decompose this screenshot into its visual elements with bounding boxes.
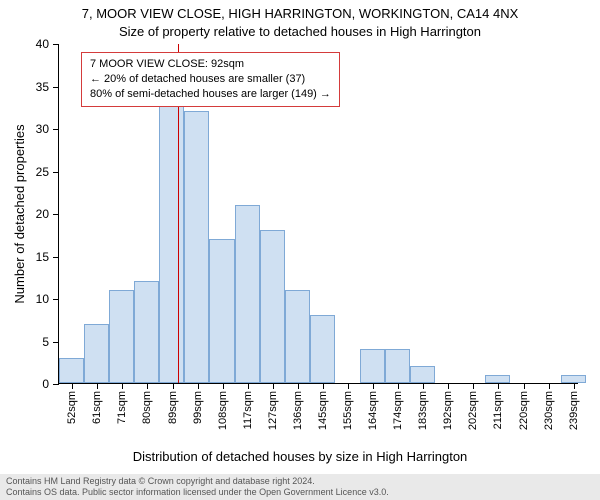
x-tick [348,383,349,389]
footer-line-1: Contains HM Land Registry data © Crown c… [6,476,594,487]
histogram-bar [184,111,209,383]
x-tick [173,383,174,389]
y-tick-label: 35 [36,80,49,94]
x-tick-label: 99sqm [192,391,204,424]
x-tick-label: 117sqm [242,391,254,429]
y-tick [53,172,59,173]
x-tick [97,383,98,389]
x-tick [198,383,199,389]
x-tick-label: 239sqm [568,391,580,430]
x-tick-label: 174sqm [392,391,404,430]
histogram-bar [159,86,184,384]
x-tick [323,383,324,389]
x-tick-label: 183sqm [417,391,429,430]
x-tick-label: 211sqm [492,391,504,429]
annotation-line-2: ← 20% of detached houses are smaller (37… [90,72,331,87]
x-axis-label: Distribution of detached houses by size … [0,449,600,464]
y-tick-label: 20 [36,207,49,221]
histogram-bar [235,205,260,384]
histogram-bar [134,281,159,383]
x-tick [498,383,499,389]
x-tick-label: 220sqm [518,391,530,430]
y-tick-label: 5 [42,335,49,349]
histogram-bar [209,239,234,384]
x-tick-label: 52sqm [66,391,78,424]
y-tick-label: 15 [36,250,49,264]
x-tick-label: 164sqm [367,391,379,430]
x-tick [398,383,399,389]
x-tick [248,383,249,389]
footer-line-2: Contains OS data. Public sector informat… [6,487,594,498]
license-footer: Contains HM Land Registry data © Crown c… [0,474,600,500]
histogram-bar [561,375,586,384]
chart-title-address: 7, MOOR VIEW CLOSE, HIGH HARRINGTON, WOR… [0,6,600,21]
x-tick-label: 192sqm [442,391,454,430]
x-tick-label: 145sqm [317,391,329,430]
y-tick-label: 40 [36,37,49,51]
x-tick-label: 80sqm [141,391,153,424]
y-tick [53,214,59,215]
plot-area: 7 MOOR VIEW CLOSE: 92sqm ← 20% of detach… [58,44,578,384]
y-tick-label: 10 [36,292,49,306]
y-tick [53,129,59,130]
x-tick [448,383,449,389]
x-tick-label: 155sqm [342,391,354,430]
x-tick [298,383,299,389]
histogram-bar [260,230,285,383]
histogram-bar [385,349,410,383]
y-tick [53,87,59,88]
y-tick [53,342,59,343]
histogram-bar [285,290,310,384]
annotation-line-1: 7 MOOR VIEW CLOSE: 92sqm [90,57,331,72]
x-tick [273,383,274,389]
x-tick-label: 136sqm [292,391,304,430]
histogram-bar [310,315,335,383]
y-tick-label: 30 [36,122,49,136]
x-tick [524,383,525,389]
y-tick [53,257,59,258]
y-tick [53,44,59,45]
y-tick [53,299,59,300]
x-tick [574,383,575,389]
y-tick-label: 0 [42,377,49,391]
x-tick [122,383,123,389]
histogram-bar [410,366,435,383]
histogram-bar [59,358,84,384]
x-tick [147,383,148,389]
histogram-bar [360,349,385,383]
x-tick-label: 230sqm [543,391,555,430]
x-tick-label: 127sqm [267,391,279,430]
x-tick [373,383,374,389]
property-size-histogram: 7, MOOR VIEW CLOSE, HIGH HARRINGTON, WOR… [0,0,600,474]
x-tick [549,383,550,389]
x-tick-label: 71sqm [116,391,128,424]
histogram-bar [84,324,109,384]
x-tick [473,383,474,389]
annotation-line-3: 80% of semi-detached houses are larger (… [90,87,331,102]
histogram-bar [109,290,134,384]
x-tick-label: 89sqm [167,391,179,424]
chart-subtitle: Size of property relative to detached ho… [0,24,600,39]
x-tick-label: 108sqm [217,391,229,430]
annotation-box: 7 MOOR VIEW CLOSE: 92sqm ← 20% of detach… [81,52,340,107]
x-tick [72,383,73,389]
y-tick-label: 25 [36,165,49,179]
x-tick [223,383,224,389]
histogram-bar [485,375,510,384]
x-tick [423,383,424,389]
y-tick [53,384,59,385]
x-tick-label: 61sqm [91,391,103,424]
x-tick-label: 202sqm [467,391,479,430]
